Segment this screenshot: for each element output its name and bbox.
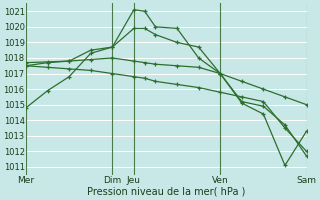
X-axis label: Pression niveau de la mer( hPa ): Pression niveau de la mer( hPa ) [87,187,245,197]
